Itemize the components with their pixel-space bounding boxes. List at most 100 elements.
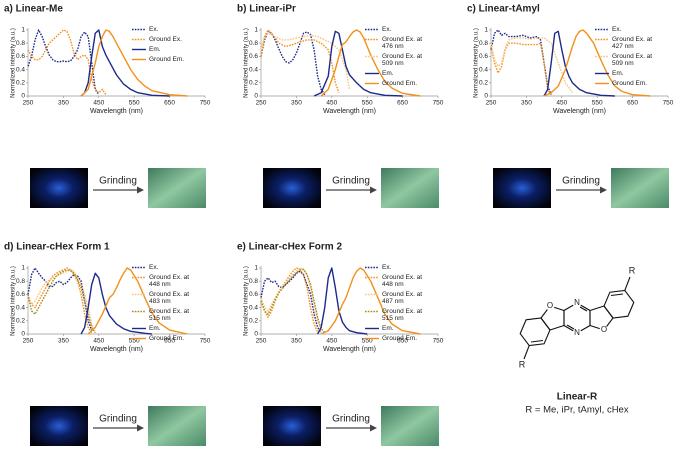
bond [610,293,624,297]
y-tick-label: 0.2 [249,318,258,325]
series-line [80,29,188,97]
series-line [260,29,340,93]
x-tick-label: 650 [397,338,408,345]
series-line [260,270,322,334]
legend-entry: Ex. [132,264,198,271]
legend-entry: Em. [595,70,661,77]
annotation: Grinding [99,176,137,187]
x-tick-label: 750 [433,100,444,107]
y-tick-label: 0 [484,93,488,100]
legend-entry: Ground Ex. at 483 nm [132,291,198,305]
y-tick-label: 0.8 [16,278,25,285]
legend-entry: Em. [132,46,198,53]
legend-label: Ex. [149,26,159,33]
x-tick-label: 550 [362,338,373,345]
atom-bg [572,328,582,338]
legend-swatch [132,266,146,269]
annotation: Grinding [332,176,370,187]
y-tick-label: 0.4 [249,66,258,73]
legend-entry: Ground Ex. at 509 nm [595,53,661,67]
series-line [320,267,421,335]
legend-label: Ground Ex. at 476 nm [382,36,423,50]
legend-entry: Ex. [365,26,431,33]
atom: N [574,328,580,337]
x-tick-label: 350 [291,100,302,107]
atom: R [629,265,636,275]
legend-swatch [365,276,379,279]
legend-label: Ex. [382,26,392,33]
photo-after [381,406,439,446]
legend-label: Em. [382,70,394,77]
series-line [543,29,651,97]
legend-label: Ex. [149,264,159,271]
arrow-head [137,186,144,194]
y-tick-label: 0.6 [16,291,25,298]
legend-label: Ground Ex. at 427 nm [612,36,653,50]
legend-entry: Ground Ex. at 509 nm [365,53,431,67]
legend-swatch [365,293,379,296]
atom: N [574,298,580,307]
structure-name: Linear-R [557,392,598,403]
legend-label: Ground Ex. at 483 nm [149,291,190,305]
y-tick-label: 0.8 [479,40,488,47]
legend: Ex. Ground Ex. Em. Ground Em. [132,26,198,66]
legend-swatch [595,72,609,75]
legend-entry: Ground Em. [365,335,431,342]
x-tick-label: 250 [23,100,34,107]
y-axis-label: Normalized intensity (a.u.) [11,28,17,98]
legend-entry: Em. [365,70,431,77]
series-line [490,42,552,96]
series-line [260,30,326,96]
atom-bg [572,298,582,308]
legend-entry: Ex. [132,26,198,33]
chart-title: c) Linear-tAmyl [467,4,540,15]
legend-label: Ground Ex. at 487 nm [382,291,423,305]
y-tick-label: 0.2 [16,80,25,87]
legend-swatch [595,38,609,41]
x-tick-label: 650 [627,100,638,107]
y-tick-label: 1 [484,27,488,34]
legend-swatch [132,293,146,296]
x-tick-label: 350 [58,100,69,107]
y-axis-label: Normalized intensity (a.u.) [11,266,17,336]
legend-entry: Ground Ex. at 427 nm [595,36,661,50]
legend-swatch [595,82,609,85]
chart-title: e) Linear-cHex Form 2 [237,242,342,253]
legend-entry: Ground Em. [132,335,198,342]
legend: Ex. Ground Ex. at 448 nm Ground Ex. at 487… [365,264,431,345]
legend-swatch [365,310,379,313]
legend-entry: Ground Ex. [132,36,198,43]
legend-entry: Ground Ex. at 448 nm [132,274,198,288]
legend-label: Ground Em. [382,335,418,342]
series-line [27,268,96,332]
legend-swatch [365,28,379,31]
series-line [260,267,319,333]
series-line [87,267,188,335]
y-tick-label: 1 [254,265,258,272]
legend-swatch [132,58,146,61]
series-line [490,37,573,94]
chart-title: a) Linear-Me [4,4,63,15]
legend-entry: Em. [365,325,431,332]
legend-swatch [365,55,379,58]
series-line [27,29,100,96]
series-line [320,29,421,97]
bond [579,306,588,312]
legend-entry: Ground Ex. at 448 nm [365,274,431,288]
y-tick-label: 0.2 [16,318,25,325]
legend-label: Em. [382,325,394,332]
series-line [260,268,326,334]
legend-entry: Ground Ex. at 487 nm [365,291,431,305]
y-tick-label: 0.6 [249,291,258,298]
legend-swatch [132,48,146,51]
bond [566,324,575,330]
series-line [80,272,152,335]
legend-swatch [132,38,146,41]
x-tick-label: 450 [93,338,104,345]
annotation: Grinding [99,414,137,425]
y-tick-label: 0.8 [16,40,25,47]
series-line [27,267,93,331]
series-line [490,29,552,95]
